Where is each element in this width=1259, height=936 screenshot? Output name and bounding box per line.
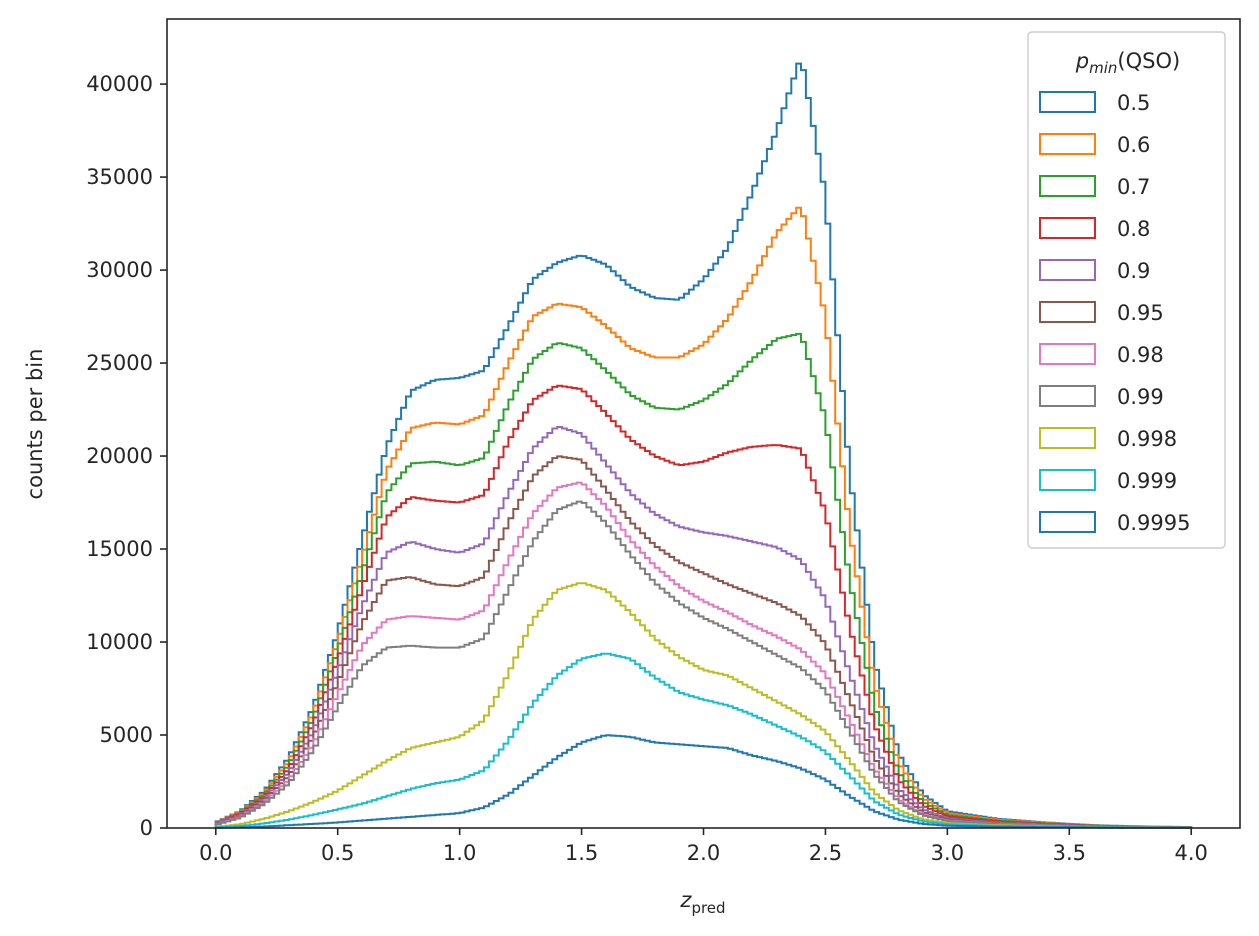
legend-title: pmin(QSO) xyxy=(1075,49,1180,77)
series-line-0.9995 xyxy=(214,734,1193,829)
legend-items: 0.5 0.6 0.7 0.8 0.9 0.95 0.98 0.99 0.998 0.999 0.9… xyxy=(1039,91,1190,535)
y-tick-label: 25000 xyxy=(86,351,153,375)
axes: 0.0 0.5 1.0 1.5 2.0 2.5 3.0 3.5 4.0 0 5000 10000 150… xyxy=(86,18,1241,865)
y-tick-label: 20000 xyxy=(86,444,153,468)
legend-swatch-0.8 xyxy=(1039,217,1096,239)
series-line-0.999 xyxy=(214,652,1193,829)
legend-swatch-0.98 xyxy=(1039,343,1096,365)
x-tick-label: 1.5 xyxy=(565,841,598,865)
legend-swatch-0.99 xyxy=(1039,385,1096,407)
x-tick-label: 3.5 xyxy=(1053,841,1086,865)
legend-swatch-0.999 xyxy=(1039,469,1096,491)
x-tick-label: 2.5 xyxy=(809,841,842,865)
legend-label-0.99: 0.99 xyxy=(1117,385,1164,409)
legend-label-0.998: 0.998 xyxy=(1117,427,1177,451)
legend-label-0.999: 0.999 xyxy=(1117,469,1177,493)
legend-label-0.98: 0.98 xyxy=(1117,343,1164,367)
legend-swatch-0.6 xyxy=(1039,133,1096,155)
x-tick-label: 4.0 xyxy=(1175,841,1208,865)
legend-label-0.9995: 0.9995 xyxy=(1117,511,1190,535)
x-axis-label-main: z xyxy=(679,888,692,912)
legend-swatch-0.998 xyxy=(1039,427,1096,449)
y-tick-label: 10000 xyxy=(86,630,153,654)
legend: pmin(QSO) 0.5 0.6 0.7 0.8 0.9 0.95 0.98 0.99 0.9… xyxy=(1027,31,1226,549)
legend-swatch-0.9 xyxy=(1039,259,1096,281)
legend-label-0.5: 0.5 xyxy=(1117,91,1150,115)
legend-label-0.7: 0.7 xyxy=(1117,175,1150,199)
legend-label-0.6: 0.6 xyxy=(1117,133,1150,157)
legend-frame xyxy=(1027,31,1226,549)
x-tick-label: 3.0 xyxy=(931,841,964,865)
legend-title-main: p xyxy=(1075,49,1089,73)
x-tick-label: 0.0 xyxy=(199,841,232,865)
x-tick-label: 2.0 xyxy=(687,841,720,865)
legend-swatch-0.7 xyxy=(1039,175,1096,197)
x-axis-label: zpred xyxy=(679,888,725,917)
y-axis-label: counts per bin xyxy=(23,349,47,500)
legend-title-suffix: (QSO) xyxy=(1117,49,1180,73)
y-tick-label: 0 xyxy=(140,816,153,840)
y-tick-label: 5000 xyxy=(100,723,153,747)
x-tick-label: 1.0 xyxy=(443,841,476,865)
y-tick-label: 30000 xyxy=(86,258,153,282)
legend-swatch-0.95 xyxy=(1039,301,1096,323)
legend-label-0.8: 0.8 xyxy=(1117,217,1150,241)
y-tick-label: 15000 xyxy=(86,537,153,561)
legend-swatch-0.5 xyxy=(1039,91,1096,113)
y-tick-label: 40000 xyxy=(86,72,153,96)
legend-swatch-0.9995 xyxy=(1039,511,1096,533)
x-tick-label: 0.5 xyxy=(321,841,354,865)
x-axis-label-sub: pred xyxy=(691,899,725,917)
legend-label-0.95: 0.95 xyxy=(1117,301,1164,325)
y-tick-label: 35000 xyxy=(86,165,153,189)
legend-title-sub: min xyxy=(1089,59,1117,77)
plot-area xyxy=(214,62,1193,829)
legend-label-0.9: 0.9 xyxy=(1117,259,1150,283)
